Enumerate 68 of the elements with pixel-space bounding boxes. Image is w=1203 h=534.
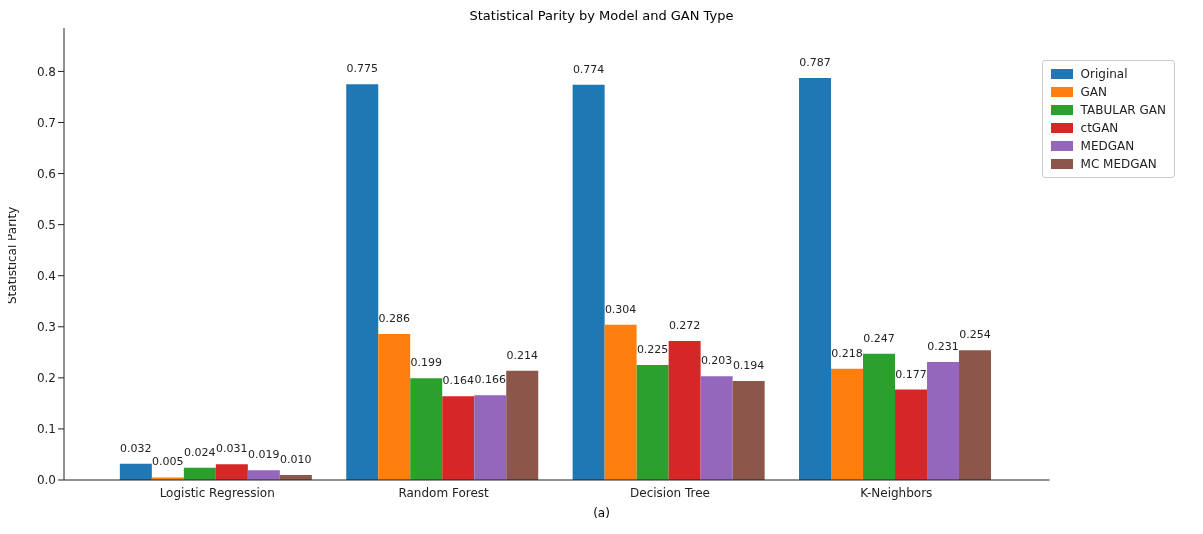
bar (247, 470, 280, 480)
data-label: 0.177 (895, 367, 927, 381)
text: (a) (592, 506, 611, 520)
data-label: 0.019 (248, 448, 280, 462)
bar (604, 324, 637, 480)
data-label: 0.272 (668, 319, 701, 333)
legend-label: MC MEDGAN (1080, 156, 1157, 173)
data-label: 0.774 (572, 62, 605, 76)
data-label: 0.214 (506, 348, 538, 362)
bar (442, 396, 475, 480)
bar (927, 362, 960, 480)
chart-title: Statistical Parity by Model and GAN Type (468, 8, 735, 24)
x-tick-label: Random Forest (398, 485, 490, 500)
data-label: 0.199 (410, 356, 442, 370)
bar (863, 353, 896, 480)
bar (474, 395, 507, 480)
bar (183, 467, 216, 480)
data-label: 0.247 (863, 331, 895, 345)
bar (636, 365, 669, 480)
bar (410, 378, 443, 480)
bar (700, 376, 733, 480)
bar (572, 84, 605, 480)
bar (346, 84, 379, 480)
data-label: 0.024 (184, 445, 216, 459)
data-label: 0.194 (732, 358, 765, 372)
y-tick-label: 0.6 (36, 166, 56, 181)
legend-label: MEDGAN (1080, 138, 1135, 155)
x-tick-label: K-Neighbors (860, 485, 933, 500)
bar (119, 463, 152, 480)
bar (732, 380, 765, 480)
x-tick-label: Decision Tree (630, 485, 710, 500)
y-tick-label: 0.5 (36, 217, 56, 232)
y-tick-label: 0.8 (36, 64, 56, 79)
data-label: 0.010 (280, 452, 312, 466)
data-label: 0.164 (442, 374, 474, 388)
data-label: 0.218 (831, 346, 863, 360)
y-tick-label: 0.0 (36, 473, 56, 488)
y-tick-label: 0.4 (36, 268, 56, 283)
bar (895, 389, 928, 480)
data-label: 0.231 (927, 340, 959, 354)
y-tick-label: 0.1 (36, 422, 56, 437)
y-tick-label: 0.7 (36, 115, 56, 130)
data-label: 0.032 (120, 441, 152, 455)
bar (378, 333, 411, 480)
bar (959, 350, 992, 480)
legend-label: ctGAN (1080, 120, 1119, 137)
data-label: 0.203 (700, 354, 733, 368)
bar (831, 368, 864, 480)
data-label: 0.031 (216, 442, 248, 456)
legend-label: TABULAR GAN (1080, 102, 1166, 119)
bar (215, 464, 248, 480)
x-tick-label: Logistic Regression (159, 485, 275, 500)
data-label: 0.286 (378, 311, 410, 325)
data-label: 0.166 (474, 373, 506, 387)
legend-label: Original (1080, 66, 1128, 83)
y-tick-label: 0.3 (36, 320, 56, 335)
data-label: 0.775 (346, 62, 378, 76)
data-label: 0.005 (152, 455, 184, 469)
data-label: 0.787 (799, 56, 831, 70)
data-label: 0.225 (636, 343, 669, 357)
y-axis-title: Statistical Parity (5, 206, 20, 304)
legend-label: GAN (1080, 84, 1108, 101)
bar (668, 341, 701, 480)
data-label: 0.304 (604, 302, 637, 316)
y-tick-label: 0.2 (36, 371, 56, 386)
bar (799, 78, 832, 480)
data-label: 0.254 (959, 328, 991, 342)
bar (506, 370, 539, 480)
